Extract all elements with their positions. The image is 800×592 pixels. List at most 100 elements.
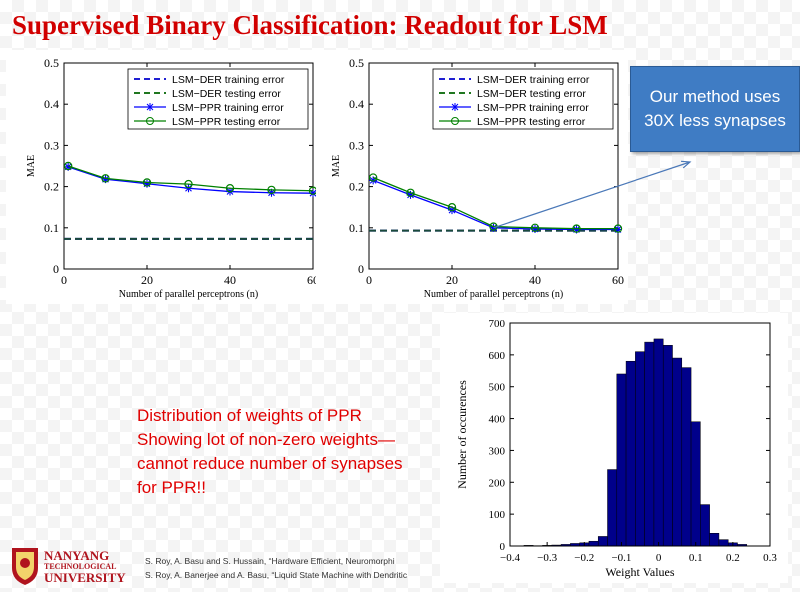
y-tick-label: 0.5	[44, 56, 59, 70]
y-tick-label: 0.5	[349, 56, 364, 70]
y-axis-label: Number of occurences	[455, 380, 469, 489]
data-point	[101, 175, 110, 184]
legend-marker	[451, 117, 459, 125]
legend-label: LSM−PPR testing error	[172, 116, 281, 128]
y-tick-label: 0.2	[349, 180, 364, 194]
y-tick-label: 0.3	[349, 138, 364, 152]
data-point	[225, 184, 235, 193]
series-line	[372, 176, 618, 230]
data-point	[448, 206, 456, 215]
y-tick-label: 0.2	[44, 180, 59, 194]
legend-label: LSM−DER testing error	[172, 88, 281, 100]
plot-frame	[509, 322, 771, 547]
data-point	[369, 176, 378, 185]
x-tick-label: −0.3	[537, 552, 557, 564]
legend-label: LSM−DER testing error	[477, 88, 586, 100]
x-tick-label: 20	[141, 273, 153, 287]
y-tick-label: 300	[489, 445, 506, 457]
y-tick-label: 0.4	[44, 97, 59, 111]
x-tick-label: 40	[224, 273, 236, 287]
y-tick-label: 0	[500, 541, 506, 553]
callout-box: Our method uses 30X less synapses	[630, 66, 800, 152]
data-point	[572, 225, 581, 234]
legend-label: LSM−DER training error	[172, 74, 285, 86]
y-tick-label: 0.3	[44, 138, 59, 152]
legend-label: LSM−PPR training error	[477, 102, 589, 114]
mae-chart-right: 0 0.1 0.2 0.3 0.4 0.5 0 20 40 60 Number of paralle…	[331, 56, 624, 300]
y-axis-label: MAE	[26, 155, 37, 177]
x-tick-label: 0.2	[726, 552, 740, 564]
histogram-bar	[597, 536, 608, 547]
university-logo: NANYANG TECHNOLOGICAL UNIVERSITY	[10, 546, 126, 586]
x-tick-label: −0.2	[574, 552, 594, 564]
data-point	[267, 185, 276, 195]
y-axis-label: MAE	[331, 155, 342, 177]
y-tick-label: 500	[489, 382, 506, 394]
y-tick-label: 0.1	[44, 221, 59, 235]
legend-label: LSM−PPR testing error	[477, 116, 586, 128]
x-tick-label: 0.3	[763, 552, 777, 564]
y-tick-label: 200	[489, 477, 506, 489]
reference-1: S. Roy, A. Basu and S. Hussain, “Hardwar…	[145, 556, 395, 566]
histogram-bar	[709, 533, 720, 547]
series-line	[67, 165, 314, 192]
histogram-bar	[662, 345, 673, 547]
ppr-weights-note: Distribution of weights of PPR Showing l…	[137, 404, 403, 500]
callout-line-1: Our method uses	[649, 87, 781, 106]
weight-histogram-panel: 0 100 200 300 400 500 600 700 −0.4 −0.3 −0.2 −0.1 0 0…	[440, 313, 788, 583]
data-point	[309, 189, 316, 198]
x-tick-label: −0.4	[500, 552, 520, 564]
data-point	[63, 161, 73, 171]
legend-marker	[146, 103, 154, 111]
histogram-bar	[690, 421, 701, 547]
logo-line-2: TECHNOLOGICAL	[44, 561, 117, 571]
x-tick-label: 0.1	[689, 552, 703, 564]
x-tick-label: 60	[307, 273, 316, 287]
callout-line-2: 30X less synapses	[644, 111, 786, 130]
histogram-bar	[700, 504, 710, 547]
histogram-bar	[681, 367, 692, 547]
x-axis-label: Number of parallel perceptrons (n)	[424, 289, 563, 300]
legend-label: LSM−PPR training error	[172, 102, 284, 114]
x-tick-label: 60	[612, 273, 624, 287]
x-tick-label: 0	[366, 273, 372, 287]
histogram-bar	[718, 539, 729, 547]
data-point	[614, 225, 622, 234]
note-line: cannot reduce number of synapses	[137, 454, 403, 473]
weight-histogram: 0 100 200 300 400 500 600 700 −0.4 −0.3 −0.2 −0.1 0 0…	[455, 318, 777, 579]
data-point	[142, 178, 152, 187]
logo-line-1: NANYANG	[44, 547, 110, 563]
x-tick-label: 20	[446, 273, 458, 287]
series-line	[372, 179, 618, 231]
x-tick-label: −0.1	[611, 552, 631, 564]
histogram-bar	[653, 338, 664, 547]
y-tick-label: 0.1	[349, 221, 364, 235]
error-plots-panel: 0 0.1 0.2 0.3 0.4 0.5 0 20 40 60 Number of paralle…	[6, 50, 628, 304]
note-line: Distribution of weights of PPR	[137, 406, 362, 425]
y-tick-label: 600	[489, 350, 506, 362]
legend-label: LSM−DER training error	[477, 74, 590, 86]
histogram-bar	[616, 373, 627, 547]
data-point	[368, 173, 378, 182]
note-line: Showing lot of non-zero weights—	[137, 430, 395, 449]
y-tick-label: 0	[53, 262, 59, 276]
y-tick-label: 100	[489, 509, 506, 521]
data-point	[406, 188, 415, 197]
y-tick-label: 700	[489, 318, 506, 330]
histogram-bar	[635, 351, 645, 547]
mae-chart-left: 0 0.1 0.2 0.3 0.4 0.5 0 20 40 60 Number of paralle…	[26, 56, 316, 300]
x-tick-label: 0	[656, 552, 662, 564]
histogram-bar	[644, 341, 655, 547]
histogram-bar	[588, 540, 599, 547]
crest-icon	[12, 548, 38, 585]
data-point	[64, 162, 73, 171]
y-tick-label: 400	[489, 414, 506, 426]
histogram-bar	[607, 469, 618, 547]
x-axis-label: Number of parallel perceptrons (n)	[119, 289, 258, 300]
data-point	[267, 188, 276, 197]
y-tick-label: 0.4	[349, 97, 364, 111]
reference-2: S. Roy, A. Banerjee and A. Basu, “Liquid…	[145, 570, 408, 580]
data-point	[308, 186, 316, 195]
data-point	[184, 179, 193, 189]
histogram-bar	[672, 357, 683, 547]
